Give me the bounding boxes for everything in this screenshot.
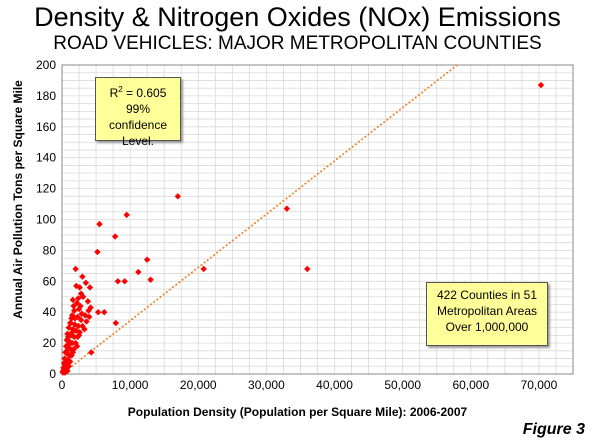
y-tick-label: 0 [49,367,56,381]
data-point [121,278,128,285]
data-point [84,298,92,305]
data-point [73,299,81,307]
data-point [69,296,77,304]
data-point [111,233,119,240]
y-axis-ticks: 0 20 40 60 80 100 120 140 160 180 200 [36,58,56,381]
data-point [66,358,74,365]
y-tick-label: 120 [36,182,56,196]
r-squared-value: = 0.605 [122,86,167,100]
data-point [73,342,81,350]
y-tick-label: 60 [43,274,57,288]
counties-line-2: Metropolitan Areas [436,304,538,318]
data-point [135,268,142,276]
data-point [71,307,78,314]
data-point [82,279,90,287]
data-point [71,315,79,322]
data-point [94,309,102,316]
x-tick-label: 60,000 [452,378,489,392]
data-point [67,319,75,327]
data-point [76,284,83,291]
y-tick-label: 40 [43,305,57,319]
plot-frame [61,64,574,375]
data-point [77,290,85,297]
data-point [283,205,291,212]
data-point [143,256,151,263]
data-point [65,341,73,348]
data-point [75,322,82,330]
data-point [72,265,79,273]
data-point [78,310,85,317]
y-tick-label: 140 [36,151,56,165]
x-tick-label: 40,000 [316,378,353,392]
data-point [65,324,73,331]
data-point [174,193,182,200]
r-squared-exponent: 2 [118,85,123,94]
data-point [68,315,75,322]
data-point [73,282,80,290]
y-tick-label: 200 [36,58,56,72]
data-point [75,332,83,339]
data-point [85,307,92,314]
data-point [64,333,72,341]
x-tick-label: 20,000 [180,378,217,392]
data-point [96,220,103,228]
data-point [75,295,82,302]
data-point [86,313,93,321]
confidence-line-1: 99% confidence [108,102,168,132]
data-point [86,284,94,291]
data-point [75,305,83,313]
data-point [62,342,70,350]
data-point [112,319,120,327]
data-point [77,316,85,324]
data-point [114,278,122,285]
r-squared-annotation: R2 = 0.605 99% confidence Level. [95,77,181,148]
y-axis-title: Annual Air Pollution Tons per Square Mil… [11,80,25,319]
data-point [88,349,95,356]
data-point [101,309,108,316]
data-point [74,313,81,321]
data-point [537,81,545,89]
x-axis-title: Population Density (Population per Squar… [128,405,468,419]
counties-line-1: 422 Counties in 51 [436,288,538,302]
data-point [200,265,207,273]
counties-line-3: Over 1,000,000 [445,320,529,334]
r-squared-symbol: R [109,86,119,100]
data-point [81,325,88,333]
y-tick-label: 80 [43,243,57,257]
figure-label: Figure 3 [522,421,585,438]
y-tick-label: 180 [36,89,56,103]
data-point [69,349,77,356]
x-axis-ticks: 0 10,000 20,000 30,000 40,000 50,000 60,000 70,… [59,378,558,392]
x-tick-label: 70,000 [521,378,558,392]
chart-subtitle: ROAD VEHICLES: MAJOR METROPOLITAN COUNTI… [53,33,542,54]
data-points [59,81,545,376]
x-tick-label: 0 [59,378,66,392]
data-point [59,369,66,376]
x-tick-label: 30,000 [248,378,285,392]
y-tick-label: 100 [36,213,56,227]
counties-annotation: 422 Counties in 51 Metropolitan Areas Ov… [426,282,548,346]
y-tick-label: 160 [36,120,56,134]
data-point [147,276,154,283]
data-point [69,329,76,336]
x-tick-label: 50,000 [384,378,421,392]
data-point [94,248,101,256]
x-tick-label: 10,000 [112,378,149,392]
data-point [77,302,84,310]
data-point [123,211,130,219]
data-point [70,302,77,310]
data-point [71,333,78,341]
data-point [304,265,311,273]
y-tick-label: 20 [43,336,57,350]
data-point [83,318,90,325]
r-squared-line: R2 = 0.605 [96,82,180,101]
data-point [79,273,86,280]
confidence-line-2: Level. [121,134,155,148]
chart-title: Density & Nitrogen Oxides (NOx) Emission… [34,2,561,32]
data-point [63,347,70,355]
